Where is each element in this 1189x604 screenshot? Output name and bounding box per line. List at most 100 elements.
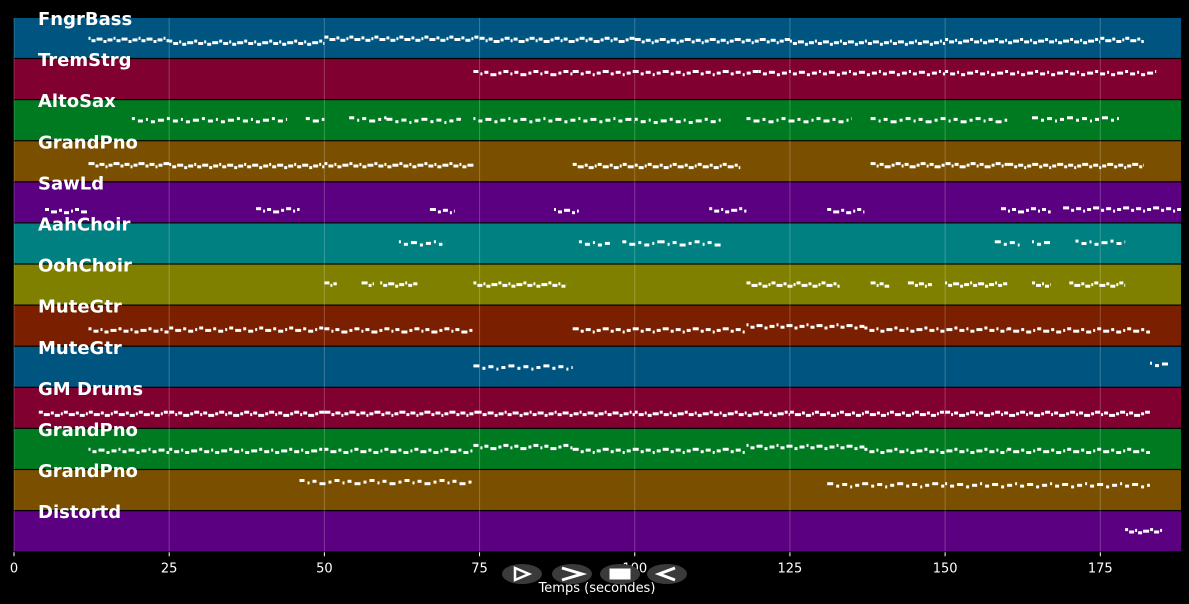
note xyxy=(772,413,777,417)
note xyxy=(656,449,661,453)
note xyxy=(1104,411,1109,415)
note xyxy=(552,366,556,370)
note xyxy=(1124,166,1127,170)
note xyxy=(395,120,399,124)
note xyxy=(997,71,1004,75)
note xyxy=(730,329,734,333)
note xyxy=(663,413,669,417)
note-segment xyxy=(1069,281,1126,288)
note xyxy=(930,413,936,417)
note xyxy=(640,329,644,333)
note xyxy=(250,413,253,417)
note xyxy=(473,443,479,447)
note xyxy=(380,281,383,285)
note xyxy=(799,324,805,328)
note xyxy=(250,117,253,121)
note xyxy=(904,42,908,46)
note xyxy=(536,366,541,369)
note xyxy=(675,328,681,332)
note xyxy=(125,411,129,415)
note xyxy=(480,446,483,450)
note xyxy=(502,283,508,287)
rewind-button[interactable] xyxy=(647,564,687,584)
note xyxy=(410,241,417,245)
note-segment xyxy=(1125,528,1163,535)
note xyxy=(1063,206,1070,210)
note-segment xyxy=(429,208,455,215)
note xyxy=(758,282,762,286)
note xyxy=(550,73,557,77)
note xyxy=(508,282,511,286)
note xyxy=(571,366,573,369)
note xyxy=(870,281,876,285)
note xyxy=(1093,449,1096,453)
note xyxy=(859,445,865,449)
note xyxy=(613,117,616,121)
note xyxy=(469,328,473,332)
forward-button[interactable] xyxy=(552,564,592,584)
note xyxy=(714,243,721,247)
note xyxy=(830,413,836,417)
note xyxy=(1118,163,1124,167)
note xyxy=(319,410,325,414)
note xyxy=(572,70,579,73)
note xyxy=(494,413,498,417)
note xyxy=(889,410,894,414)
note xyxy=(1086,451,1092,454)
track-row xyxy=(14,346,1181,387)
note-segment xyxy=(554,208,579,215)
note xyxy=(1131,208,1135,212)
note xyxy=(734,38,741,41)
note xyxy=(1045,410,1051,414)
note xyxy=(966,327,969,331)
note xyxy=(1137,70,1140,74)
note-segment xyxy=(169,410,325,417)
note xyxy=(812,284,818,288)
note xyxy=(625,117,632,121)
note xyxy=(490,447,497,451)
note xyxy=(1082,117,1087,121)
note xyxy=(1106,207,1112,211)
note xyxy=(128,40,132,43)
note xyxy=(229,447,233,451)
note xyxy=(60,412,63,416)
note xyxy=(610,39,613,43)
note xyxy=(768,120,774,124)
note xyxy=(913,119,916,123)
note xyxy=(1103,450,1110,454)
note xyxy=(240,412,244,416)
note xyxy=(303,411,308,415)
note xyxy=(1027,71,1034,75)
note xyxy=(976,164,979,168)
note xyxy=(550,38,554,42)
note xyxy=(1141,412,1145,416)
note xyxy=(279,40,282,44)
note xyxy=(1042,483,1048,487)
note xyxy=(1111,73,1116,77)
note xyxy=(136,451,140,454)
note xyxy=(1111,118,1114,122)
note xyxy=(1062,483,1069,486)
note xyxy=(141,39,146,43)
note xyxy=(289,326,294,330)
note xyxy=(776,323,779,327)
note xyxy=(989,283,995,287)
note xyxy=(1013,450,1020,454)
note xyxy=(1101,413,1104,417)
note xyxy=(839,39,842,43)
note xyxy=(580,329,584,333)
note xyxy=(912,483,918,486)
note xyxy=(465,38,471,42)
note xyxy=(1005,38,1008,42)
note xyxy=(461,330,468,334)
note xyxy=(208,413,215,417)
note xyxy=(491,283,498,287)
note xyxy=(864,39,867,43)
note xyxy=(169,39,173,43)
note xyxy=(1127,164,1132,168)
note xyxy=(256,207,262,211)
note xyxy=(366,413,369,417)
play-button[interactable] xyxy=(502,564,542,584)
stop-button[interactable] xyxy=(600,564,640,584)
note xyxy=(160,412,163,416)
